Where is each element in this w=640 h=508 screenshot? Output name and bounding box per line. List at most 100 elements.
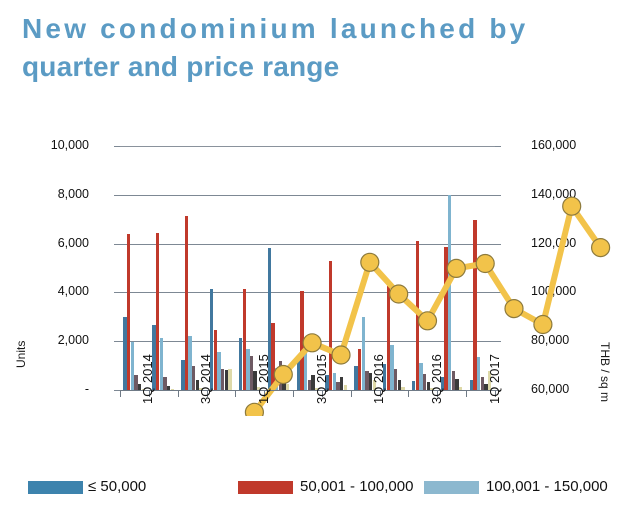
- x-tick-label: 1Q 2016: [371, 354, 387, 404]
- y-tick-label-right: 160,000: [531, 138, 577, 152]
- price-line-marker: [504, 299, 524, 319]
- x-tick-mark: [321, 390, 323, 397]
- title-line-1: New condominium launched by: [22, 13, 529, 44]
- price-line-marker: [446, 258, 466, 279]
- bar: [134, 374, 138, 390]
- x-tick-mark: [235, 390, 237, 397]
- legend-label: ≤ 50,000: [88, 478, 147, 495]
- y-tick-mark-right: [495, 243, 501, 245]
- bar: [311, 374, 315, 390]
- price-line-marker: [562, 196, 582, 216]
- bar: [238, 337, 243, 390]
- bar: [459, 387, 463, 390]
- x-tick-label: 3Q 2015: [313, 354, 329, 404]
- bar: [163, 377, 167, 390]
- bar: [303, 352, 308, 390]
- bar: [430, 388, 434, 390]
- bar: [329, 260, 333, 390]
- bar: [476, 357, 481, 390]
- bar: [271, 322, 275, 390]
- y-tick-label-right: 80,000: [531, 333, 570, 348]
- bar: [411, 381, 416, 390]
- bar: [332, 372, 337, 390]
- bar: [426, 382, 430, 390]
- bar: [484, 383, 488, 390]
- bar: [397, 379, 402, 390]
- bar: [419, 363, 423, 390]
- bar: [159, 337, 163, 390]
- title-line-2: quarter and price range: [22, 51, 340, 82]
- x-tick-label: 1Q 2017: [486, 354, 502, 404]
- bar: [451, 371, 456, 390]
- bar: [246, 348, 250, 390]
- bar: [166, 385, 171, 390]
- legend-swatch: [28, 481, 83, 494]
- bar: [361, 316, 365, 390]
- x-tick-mark: [177, 390, 179, 397]
- bar: [480, 376, 484, 390]
- y-tick-label-left: 2,000: [57, 333, 89, 348]
- bar: [141, 388, 146, 390]
- bar: [257, 387, 261, 390]
- bar: [181, 359, 185, 390]
- bar: [440, 376, 445, 390]
- bar: [368, 372, 373, 390]
- x-tick-mark: [350, 390, 352, 397]
- price-line-marker: [302, 333, 322, 353]
- price-line-marker: [331, 345, 351, 365]
- x-tick-mark: [293, 390, 295, 397]
- bar: [415, 241, 419, 390]
- bar: [314, 388, 319, 390]
- legend-label: 50,001 - 100,000: [300, 478, 414, 495]
- x-tick-label: 3Q 2014: [198, 354, 214, 404]
- bar: [422, 374, 427, 390]
- x-tick-mark: [466, 390, 468, 397]
- bar: [307, 380, 311, 390]
- gridline: [120, 292, 495, 294]
- gridline: [120, 194, 495, 196]
- gridline: [120, 146, 495, 147]
- bar: [184, 215, 189, 390]
- price-line-marker: [389, 284, 409, 304]
- bar: [155, 232, 160, 390]
- x-tick-mark: [206, 390, 208, 397]
- bar: [354, 365, 358, 390]
- y-tick-mark-left: [114, 243, 120, 245]
- bar: [228, 369, 232, 390]
- bar: [296, 358, 300, 390]
- bar: [127, 233, 131, 390]
- bar: [192, 366, 196, 390]
- plot-canvas: [114, 146, 611, 416]
- bar: [249, 356, 254, 390]
- x-tick-mark: [120, 390, 121, 397]
- y-tick-mark-left: [114, 194, 120, 196]
- bar: [217, 352, 221, 390]
- bar: [383, 364, 387, 390]
- x-tick-label: 1Q 2014: [140, 354, 156, 404]
- bar: [199, 387, 203, 390]
- chart-legend: ≤ 50,000 50,001 - 100,000 100,001 - 150,00…: [0, 478, 640, 506]
- x-tick-mark: [495, 390, 496, 397]
- bar: [394, 368, 398, 390]
- y-tick-label-left: -: [84, 382, 89, 396]
- price-line-marker: [533, 314, 553, 335]
- bar: [130, 342, 135, 390]
- x-tick-mark: [379, 390, 381, 397]
- gridline: [120, 243, 495, 245]
- bar: [444, 247, 448, 390]
- x-tick-label: 1Q 2015: [255, 354, 271, 404]
- price-line-marker: [475, 253, 495, 274]
- bar: [224, 370, 228, 390]
- price-line: [251, 203, 604, 416]
- bar: [386, 286, 391, 390]
- y-tick-label-left: 8,000: [57, 186, 89, 201]
- bar: [285, 383, 290, 390]
- bar: [325, 375, 329, 390]
- y-tick-mark-left: [114, 341, 120, 343]
- legend-swatch: [238, 481, 293, 494]
- x-tick-mark: [148, 390, 150, 397]
- y-axis-label-left: Units: [14, 340, 28, 368]
- x-tick-label: 3Q 2016: [428, 354, 444, 404]
- bar: [336, 381, 340, 390]
- bar: [220, 369, 225, 390]
